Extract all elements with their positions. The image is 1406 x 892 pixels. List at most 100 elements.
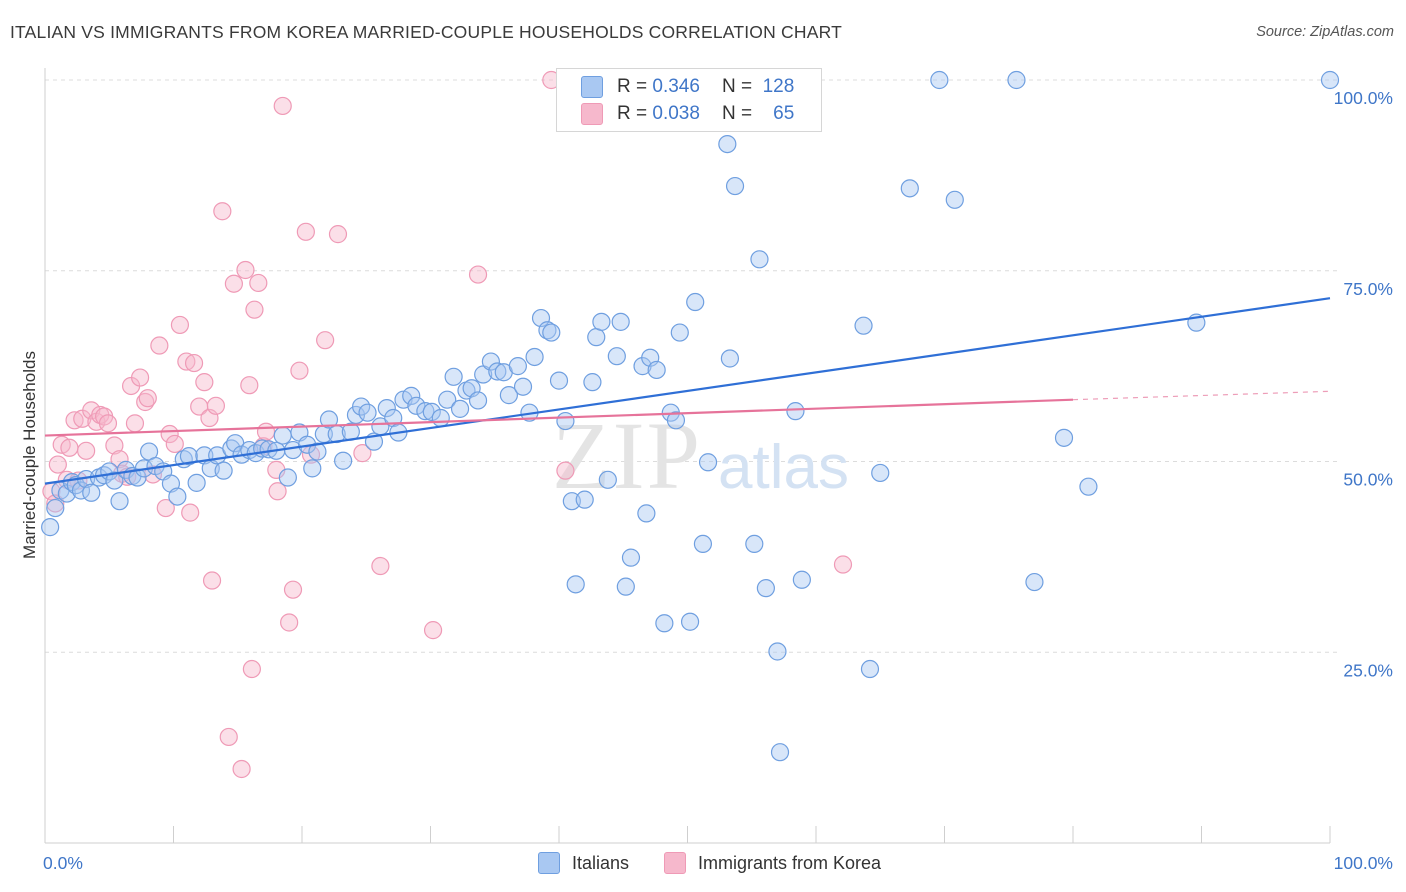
korea-point — [256, 422, 276, 441]
italians-point — [513, 377, 533, 396]
italians-point — [930, 70, 949, 90]
legend-n-label: N = — [721, 76, 753, 97]
legend-n-label: N = — [721, 103, 753, 124]
legend-label-korea: Immigrants from Korea — [698, 852, 882, 873]
legend-swatch-korea — [664, 852, 686, 874]
legend-r-value: 0.038 — [652, 103, 700, 124]
italians-point — [1320, 70, 1340, 90]
italians-point — [756, 579, 775, 598]
korea-point — [110, 450, 129, 469]
italians-point — [168, 487, 187, 506]
italians-trend-line — [44, 297, 1331, 485]
italians-point — [666, 411, 686, 430]
italians-point — [616, 577, 635, 596]
legend-row-italians: R = 0.346 N = 128 — [581, 75, 794, 99]
korea-point — [195, 373, 214, 392]
korea-point — [232, 759, 251, 779]
italians-point — [698, 453, 718, 472]
korea-point — [77, 441, 96, 460]
italians-point — [786, 402, 805, 421]
korea-point — [184, 353, 204, 373]
korea-point — [177, 352, 196, 371]
italians-point — [273, 426, 292, 445]
italians-point — [770, 743, 790, 762]
korea-point — [156, 498, 175, 518]
italians-point — [1079, 477, 1098, 496]
italians-point — [637, 504, 656, 523]
italians-point — [792, 570, 811, 589]
italians-point — [105, 471, 124, 490]
legend-label-italians: Italians — [572, 852, 630, 873]
legend-item-korea[interactable]: Immigrants from Korea — [664, 852, 881, 874]
italians-point — [718, 134, 737, 154]
italians-point — [66, 476, 85, 495]
italians-point — [377, 398, 396, 418]
italians-point — [407, 396, 426, 415]
korea-point — [202, 571, 222, 590]
italians-point — [422, 402, 441, 422]
italians-point — [655, 614, 674, 633]
y-tick-label: 25.0% — [1343, 660, 1393, 680]
italians-point — [854, 316, 873, 335]
legend-r-label: R = — [617, 76, 648, 97]
italians-point — [179, 447, 199, 466]
italians-point — [686, 292, 705, 312]
gridlines — [45, 79, 1338, 653]
italians-point — [334, 451, 353, 470]
italians-point — [750, 250, 769, 269]
italians-point — [303, 459, 322, 478]
italians-point — [82, 483, 101, 502]
italians-point — [416, 402, 435, 421]
series-legend: Italians Immigrants from Korea — [0, 852, 1406, 878]
italians-point — [900, 179, 919, 198]
italians-point — [587, 328, 606, 347]
italians-point — [720, 349, 740, 368]
korea-point — [150, 336, 169, 355]
korea-point — [105, 436, 124, 455]
chart-title: ITALIAN VS IMMIGRANTS FROM KOREA MARRIED… — [10, 22, 842, 42]
italians-point — [607, 347, 626, 366]
italians-point — [187, 473, 206, 492]
legend-swatch-italians — [538, 852, 560, 874]
italians-point — [598, 470, 617, 489]
y-tick-label: 75.0% — [1343, 279, 1393, 299]
legend-r-value: 0.346 — [652, 76, 700, 97]
korea-point — [48, 455, 67, 474]
korea-trend-line — [44, 398, 1074, 437]
italians-point — [871, 463, 890, 483]
y-tick-label: 50.0% — [1343, 470, 1393, 490]
korea-point — [65, 411, 84, 430]
italians-point — [450, 399, 470, 418]
italians-point — [438, 390, 457, 409]
korea-point — [249, 273, 268, 293]
italians-point — [556, 411, 575, 431]
legend-r-label: R = — [617, 103, 648, 124]
korea-point — [219, 727, 238, 747]
italians-points — [41, 70, 1340, 762]
korea-point — [236, 260, 255, 280]
y-tick-label: 100.0% — [1334, 88, 1393, 108]
italians-point — [621, 548, 641, 567]
italians-point — [46, 498, 65, 518]
source-label: Source: ZipAtlas.com — [1256, 24, 1394, 40]
italians-point — [444, 367, 463, 386]
legend-n-value: 128 — [762, 76, 795, 97]
korea-point — [98, 414, 118, 433]
korea-point — [268, 482, 287, 501]
korea-point — [556, 461, 575, 480]
italians-point — [1025, 572, 1044, 592]
korea-point — [60, 438, 79, 457]
legend-n-value: 65 — [773, 103, 795, 124]
correlation-legend: R = 0.346 N = 128 R = 0.038 N = 65 — [556, 68, 822, 132]
korea-point — [290, 361, 309, 380]
italians-point — [860, 659, 880, 679]
legend-item-italians[interactable]: Italians — [538, 852, 629, 874]
italians-point — [481, 352, 500, 371]
korea-point — [328, 225, 348, 244]
italians-point — [693, 534, 713, 554]
italians-point — [308, 442, 327, 461]
korea-point — [160, 424, 179, 444]
korea-point — [224, 274, 243, 293]
trend-lines — [44, 297, 1331, 485]
